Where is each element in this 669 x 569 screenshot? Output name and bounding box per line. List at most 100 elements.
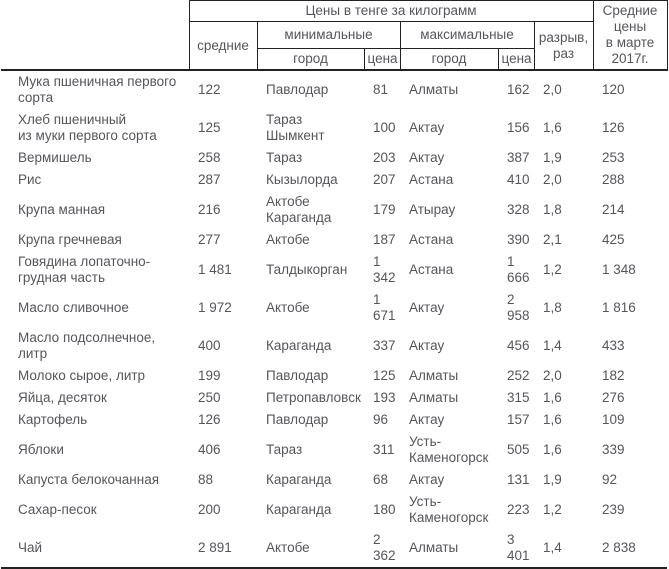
cell-min-price: 337 xyxy=(373,338,396,353)
cell-min-city: Павлодар xyxy=(266,368,329,383)
cell-min-price: 311 xyxy=(373,442,395,457)
cell-avg-price: 216 xyxy=(198,202,221,217)
cell-product: Яйца, десяток xyxy=(18,390,107,405)
cell-max-city: Астана xyxy=(409,262,454,277)
cell-min-city: Актобе xyxy=(257,529,364,569)
cell-gap-ratio: 2,1 xyxy=(543,232,562,247)
header-row-3: город цена город цена xyxy=(1,48,667,71)
cell-min-price: 1 671 xyxy=(373,292,396,323)
cell-min-city: Талдыкорган xyxy=(266,262,348,277)
header-max-price: цена xyxy=(497,48,535,71)
cell-gap-ratio: 1,4 xyxy=(543,338,562,353)
cell-max-price: 1 666 xyxy=(507,254,530,285)
table-row: Яйца, десяток 250 Петропавловск 193 Алматы 31… xyxy=(1,387,667,409)
cell-product: Картофель xyxy=(18,412,88,427)
cell-min-price: 96 xyxy=(373,412,389,427)
table-row: Крупа гречневая 277 Актобе 187 Астана 390 2,1 4… xyxy=(1,229,667,251)
cell-min-city: Павлодар xyxy=(266,412,329,427)
header-minimum-group: минимальные xyxy=(256,21,401,49)
cell-product: Вермишель xyxy=(18,150,92,165)
cell-march-avg-price: 92 xyxy=(602,472,618,487)
cell-march-avg-price: 276 xyxy=(602,390,625,405)
cell-gap-ratio: 1,9 xyxy=(543,472,562,487)
header-max-city: город xyxy=(399,48,499,71)
cell-max-city: Актау xyxy=(409,300,445,315)
cell-min-city: Актобе xyxy=(266,300,310,315)
cell-min-city: Караганда xyxy=(266,338,332,353)
cell-min-city: Тараз xyxy=(266,442,303,457)
table-row: Сахар-песок 200 Караганда 180 Усть- Каменого… xyxy=(1,491,667,529)
table-row: Мука пшеничная первого сорта 122 Павлодар 8… xyxy=(1,70,667,109)
cell-max-price: 3 401 xyxy=(498,529,534,569)
cell-avg-price: 200 xyxy=(198,502,221,517)
cell-max-city: Усть- Каменогорск xyxy=(409,494,489,525)
cell-gap-ratio: 1,2 xyxy=(543,502,562,517)
table-row: Картофель 126 Павлодар 96 Актау 157 1,6 109 xyxy=(1,409,667,431)
cell-gap-ratio: 1,9 xyxy=(543,150,562,165)
cell-product: Крупа манная xyxy=(18,202,106,217)
cell-max-price: 390 xyxy=(507,232,530,247)
cell-max-price: 131 xyxy=(507,472,530,487)
cell-product: Чай xyxy=(1,529,189,569)
cell-gap-ratio: 1,8 xyxy=(543,300,562,315)
cell-march-avg-price: 1 348 xyxy=(602,262,636,277)
cell-march-avg-price: 120 xyxy=(602,82,625,97)
header-row-1: Цены в тенге за килограмм Средние цены в… xyxy=(1,0,668,71)
cell-max-city: Актау xyxy=(409,120,445,135)
cell-max-price: 2 958 xyxy=(507,292,530,323)
cell-min-city: Актобе xyxy=(266,232,310,247)
table-body: Мука пшеничная первого сорта 122 Павлодар 8… xyxy=(1,70,668,569)
cell-max-price: 162 xyxy=(507,82,530,97)
table-row: Рис 287 Кызылорда 207 Астана 410 2,0 288 xyxy=(1,169,667,191)
cell-product: Молоко сырое, литр xyxy=(18,368,146,383)
cell-product: Рис xyxy=(18,172,42,187)
cell-min-price: 1 342 xyxy=(373,254,396,285)
cell-min-price: 100 xyxy=(373,120,396,135)
cell-gap-ratio: 2,0 xyxy=(543,368,562,383)
cell-max-price: 456 xyxy=(507,338,530,353)
cell-min-price: 2 362 xyxy=(364,529,400,569)
cell-avg-price: 1 481 xyxy=(198,262,232,277)
cell-max-price: 157 xyxy=(507,412,530,427)
cell-max-price: 387 xyxy=(507,150,530,165)
cell-gap-ratio: 1,6 xyxy=(543,442,562,457)
cell-avg-price: 400 xyxy=(198,338,221,353)
cell-avg-price: 406 xyxy=(198,442,221,457)
table-row: Крупа манная 216 Актобе Караганда 179 Атырау… xyxy=(1,191,667,229)
cell-avg-price: 277 xyxy=(198,232,221,247)
cell-min-city: Актобе Караганда xyxy=(266,194,332,225)
cell-max-city: Алматы xyxy=(409,368,459,383)
cell-max-city: Алматы xyxy=(409,390,459,405)
cell-avg-price: 287 xyxy=(198,172,221,187)
cell-product: Мука пшеничная первого сорта xyxy=(18,74,177,105)
header-min-city: город xyxy=(256,48,365,71)
table-row: Вермишель 258 Тараз 203 Актау 387 1,9 253 xyxy=(1,147,667,169)
cell-max-city: Усть- Каменогорск xyxy=(409,434,489,465)
cell-avg-price: 122 xyxy=(198,82,221,97)
cell-min-city: Павлодар xyxy=(266,82,329,97)
cell-gap-ratio: 1,6 xyxy=(543,390,562,405)
cell-avg-price: 258 xyxy=(198,150,221,165)
cell-max-city: Алматы xyxy=(409,82,459,97)
cell-max-price: 156 xyxy=(507,120,530,135)
cell-max-price: 328 xyxy=(507,202,530,217)
cell-min-city: Караганда xyxy=(266,502,332,517)
header-min-price: цена xyxy=(363,48,401,71)
cell-march-avg-price: 239 xyxy=(602,502,625,517)
table-row: Масло подсолнечное, литр 400 Караганда 337 А… xyxy=(1,327,667,365)
cell-product: Капуста белокочанная xyxy=(18,472,160,487)
cell-march-avg-price: 425 xyxy=(602,232,625,247)
cell-march-avg-price: 288 xyxy=(602,172,625,187)
cell-min-city: Кызылорда xyxy=(266,172,338,187)
cell-min-price: 180 xyxy=(373,502,396,517)
cell-product: Яблоки xyxy=(18,442,64,457)
cell-march-avg-price: 253 xyxy=(602,150,625,165)
cell-product: Сахар-песок xyxy=(18,502,97,517)
cell-gap-ratio: 1,6 xyxy=(543,412,562,427)
cell-march-avg-price: 126 xyxy=(602,120,625,135)
table-row: Чай 2 891 Актобе 2 362 Алматы 3 401 1,4 2 838 xyxy=(1,529,668,569)
cell-min-price: 207 xyxy=(373,172,396,187)
cell-max-price: 252 xyxy=(507,368,530,383)
cell-gap-ratio: 1,4 xyxy=(534,529,594,569)
table-header: Цены в тенге за килограмм Средние цены в… xyxy=(1,0,668,71)
